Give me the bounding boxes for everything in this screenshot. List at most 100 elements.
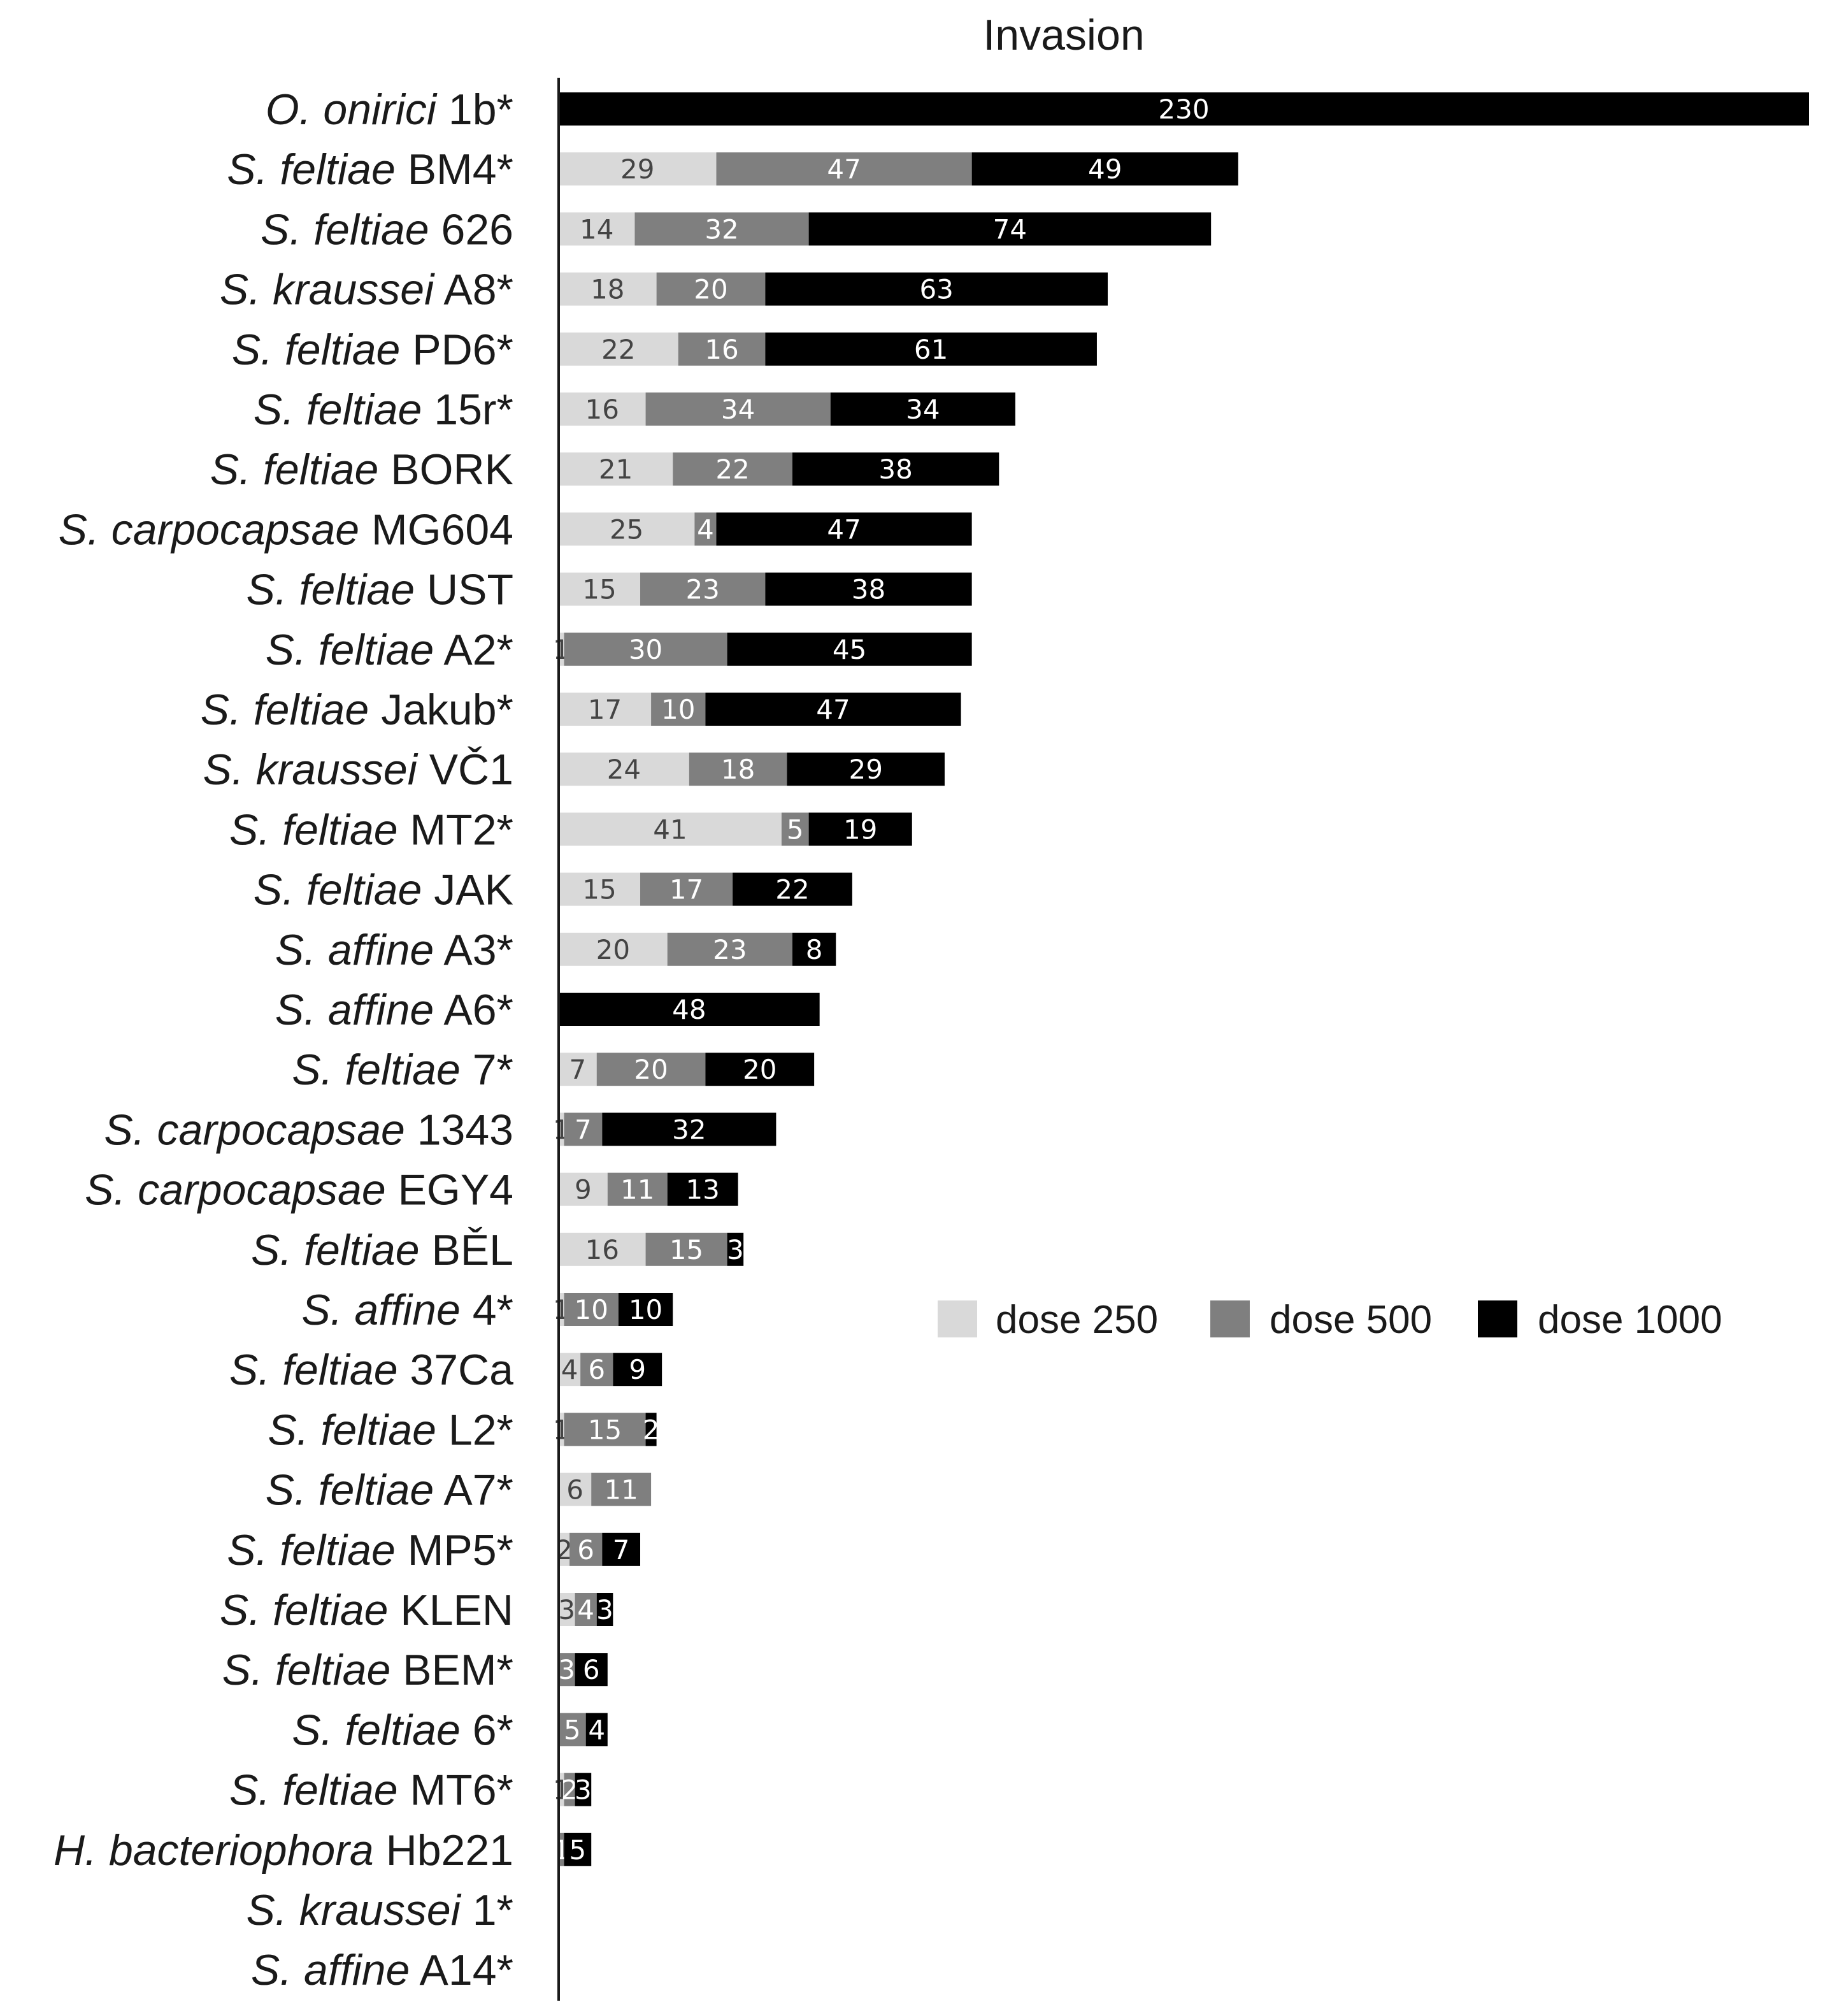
category-strain: BORK: [378, 445, 513, 494]
bar-segment-series-3: [733, 872, 852, 906]
data-label: 3: [575, 1775, 592, 1806]
bar-segment-series-3: [765, 272, 1108, 306]
category-genus: S. feltiae: [266, 626, 434, 674]
bar-segment-series-1: [559, 272, 657, 306]
bar-segment-series-2: [716, 152, 972, 186]
data-label: 18: [590, 274, 624, 305]
category-genus: S. kraussei: [246, 1886, 461, 1934]
bar-segment-series-1: [559, 512, 695, 546]
category-genus: S. feltiae: [229, 1346, 398, 1394]
category-strain: MP5*: [396, 1526, 513, 1574]
data-label: 23: [713, 934, 747, 965]
category-label: S. kraussei A8*: [220, 266, 513, 314]
category-strain: Hb221: [374, 1826, 513, 1875]
category-label: S. feltiae L2*: [268, 1406, 513, 1454]
data-label: 6: [588, 1354, 605, 1385]
bar-segment-series-2: [591, 1472, 652, 1506]
data-label: 2: [643, 1414, 660, 1445]
category-genus: S. kraussei: [220, 266, 435, 314]
bar-segment-series-3: [645, 1413, 657, 1446]
category-label: S. feltiae PD6*: [232, 326, 513, 374]
category-strain: 6*: [461, 1706, 513, 1754]
bar-segment-series-3: [808, 812, 912, 846]
data-label: 48: [672, 994, 706, 1025]
bar-segment-series-3: [792, 932, 836, 966]
chart-title: Invasion: [983, 11, 1144, 59]
bar-segment-series-2: [559, 1713, 586, 1746]
bar-segment-series-1: [559, 1293, 564, 1326]
bar-segment-series-2: [596, 1053, 706, 1086]
category-genus: S. feltiae: [222, 1646, 391, 1694]
category-genus: S. feltiae: [292, 1706, 461, 1754]
bar-segment-series-3: [705, 693, 961, 726]
data-label: 10: [661, 694, 695, 725]
legend-swatch-series-1: [938, 1300, 977, 1337]
data-label: 34: [906, 394, 940, 425]
bar-segment-series-3: [602, 1112, 776, 1146]
category-genus: S. feltiae: [229, 805, 398, 854]
category-strain: Jakub*: [369, 686, 513, 734]
bar-segment-series-2: [575, 1593, 597, 1626]
category-label: S. feltiae MT6*: [229, 1766, 513, 1815]
category-strain: 7*: [461, 1046, 513, 1094]
bar-segment-series-3: [585, 1713, 608, 1746]
data-label: 10: [574, 1294, 608, 1325]
data-label: 6: [577, 1534, 594, 1566]
data-label: 47: [827, 514, 861, 545]
bar-segment-series-3: [575, 1653, 608, 1687]
category-genus: S. kraussei: [203, 745, 418, 794]
data-label: 4: [697, 514, 714, 545]
data-label: 38: [852, 574, 885, 605]
category-strain: KLEN: [388, 1586, 513, 1634]
category-genus: S. carpocapsae: [59, 505, 360, 554]
bar-segment-series-2: [564, 632, 727, 666]
category-label: S. affine A3*: [275, 926, 513, 974]
category-label: S. feltiae 15r*: [254, 385, 513, 434]
category-label: S. feltiae 7*: [292, 1046, 513, 1094]
bar-segment-series-3: [830, 392, 1015, 426]
data-label: 4: [561, 1354, 578, 1385]
bar-segment-series-3: [716, 512, 972, 546]
data-label: 16: [585, 1234, 619, 1265]
category-label: S. feltiae UST: [246, 566, 513, 614]
category-genus: S. feltiae: [229, 1766, 398, 1815]
bar-segment-series-1: [559, 1232, 646, 1266]
category-label: S. kraussei 1*: [246, 1886, 513, 1934]
bar-segment-series-2: [640, 872, 733, 906]
bar-segment-series-2: [564, 1413, 646, 1446]
category-strain: 37Ca: [398, 1346, 514, 1394]
bar-segment-series-2: [634, 212, 809, 246]
category-label: S. carpocapsae EGY4: [85, 1166, 513, 1214]
category-label: S. feltiae BM4*: [227, 145, 513, 194]
data-label: 30: [629, 634, 662, 665]
data-label: 29: [848, 754, 882, 785]
data-label: 7: [575, 1114, 592, 1145]
bar-segment-series-1: [559, 632, 564, 666]
bar-segment-series-3: [613, 1353, 662, 1386]
bar-segment-series-1: [559, 872, 641, 906]
category-genus: S. feltiae: [261, 205, 429, 254]
data-label: 49: [1088, 154, 1122, 185]
category-strain: PD6*: [400, 326, 513, 374]
bar-segment-series-1: [559, 452, 673, 486]
category-genus: S. feltiae: [254, 385, 422, 434]
data-label: 10: [629, 1294, 662, 1325]
bar-segment-series-1: [559, 693, 652, 726]
category-genus: S. feltiae: [232, 326, 401, 374]
data-label: 14: [580, 213, 613, 245]
category-genus: S. feltiae: [268, 1406, 436, 1454]
category-label: S. feltiae 626: [261, 205, 513, 254]
data-label: 7: [569, 1054, 587, 1085]
data-label: 7: [613, 1534, 630, 1566]
data-label: 3: [558, 1654, 575, 1685]
data-label: 16: [585, 394, 619, 425]
data-label: 61: [914, 334, 948, 365]
bar-segment-series-2: [689, 752, 787, 786]
bar-segment-series-3: [727, 632, 972, 666]
legend-label: dose 1000: [1538, 1298, 1722, 1342]
bar-segment-series-1: [559, 1773, 564, 1806]
category-label: S. affine 4*: [301, 1286, 513, 1334]
bar-segment-series-3: [765, 332, 1097, 366]
bar-segment-series-3: [667, 1172, 738, 1206]
category-labels: O. onirici 1b*S. feltiae BM4*S. feltiae …: [54, 85, 513, 1994]
